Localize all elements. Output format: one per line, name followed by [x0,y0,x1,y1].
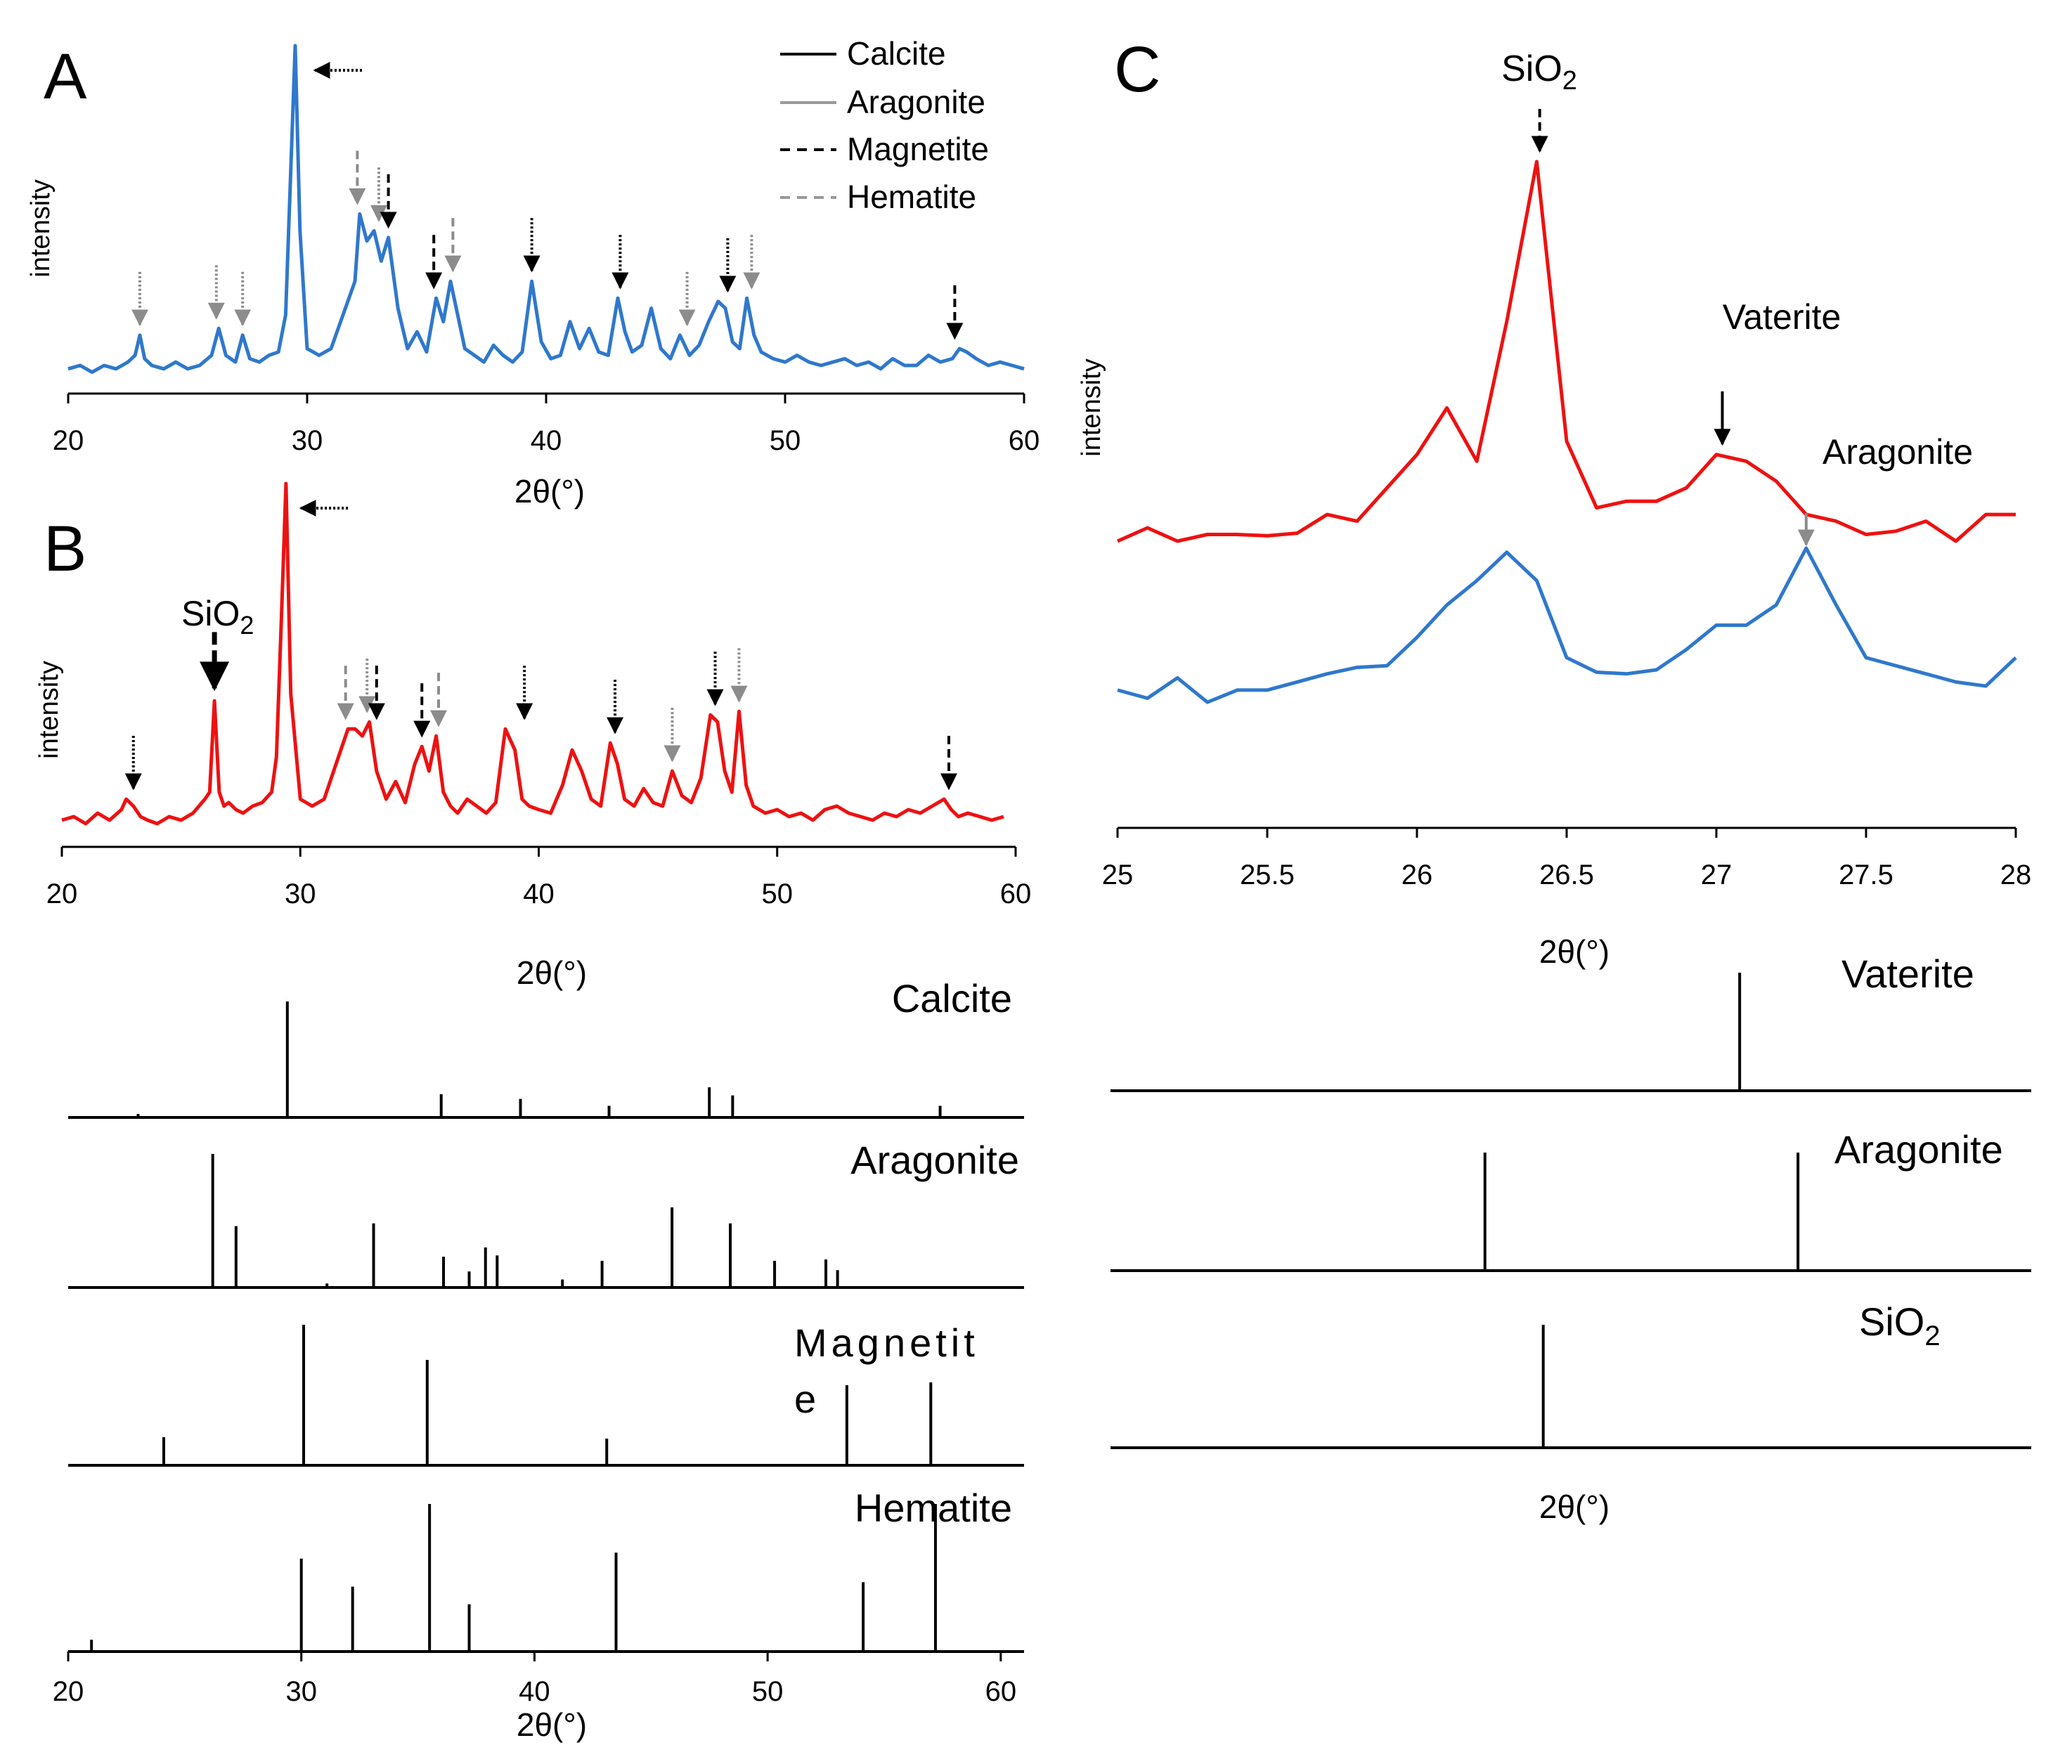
ref-aragonite-chart: Aragonite [68,1138,1024,1289]
panel-b-x-tick-label: 50 [762,878,794,909]
ref-magnetite-title-line2: e [794,1377,816,1421]
ref-aragonite-c-title: Aragonite [1834,1127,2003,1172]
legend-entry-hematite: Hematite [780,179,976,215]
panel-c-annot-aragonite: Aragonite [1822,432,1973,472]
ref-sio2-c-chart: SiO2 2θ(°) [1111,1299,2031,1525]
ref-hematite-chart: 20 30 40 50 60 Hematite 2θ(°) [53,1486,1024,1743]
legend-entry-magnetite: Magnetite [780,131,989,167]
panel-a-x-tick-label: 60 [1009,425,1040,456]
ref-sio2-c-title-sub: 2 [1924,1321,1940,1351]
panel-c-annot-sio2-sub: 2 [1562,66,1577,96]
panel-c-x-tick-label: 26 [1401,860,1433,890]
panel-c-label: C [1114,34,1160,105]
panel-b-sio2-label: SiO2 [181,594,254,640]
panel-a-x-tick-label: 20 [53,425,84,456]
panel-a-x-tick-label: 30 [292,425,323,456]
panel-c-ylabel-group: intensity [1077,358,1106,456]
ref-hematite-x-tick-label: 40 [519,1676,550,1707]
panel-c-chart: C intensity 25 25.5 26 26.5 27 27.5 28 SiO2 Va… [1077,34,2031,970]
panel-b-label: B [44,513,86,585]
panel-c-plot-area: 25 25.5 26 26.5 27 27.5 28 [1102,109,2032,890]
panel-b-x-tick-label: 60 [1000,878,1032,909]
ref-sio2-c-plot-area [1111,1325,2031,1449]
panel-b-sio2-label-sub: 2 [240,611,254,640]
ref-vaterite-c-chart: Vaterite [1111,952,2031,1092]
ref-hematite-title: Hematite [855,1486,1012,1530]
legend: Calcite Aragonite Magnetite Hematite [780,35,989,215]
panel-b-ylabel: intensity [34,661,64,758]
panel-b-chart: B intensity 20 30 40 50 60 SiO2 2θ(°) [34,481,1032,991]
ref-hematite-x-tick-label: 20 [53,1676,84,1707]
panel-b-x-tick-label: 20 [46,878,78,909]
panel-c-annot-sio2: SiO2 [1501,48,1577,96]
ref-vaterite-c-title: Vaterite [1841,952,1974,996]
ref-calcite-plot-area [68,1001,1024,1119]
panel-c-annot-sio2-main: SiO [1501,48,1562,89]
panel-c-xlabel: 2θ(°) [1539,933,1610,970]
panel-c-x-tick-label: 27 [1701,860,1733,890]
panel-c-ylabel: intensity [1077,358,1106,456]
legend-label-hematite: Hematite [847,179,976,215]
ref-aragonite-title: Aragonite [850,1138,1019,1182]
ref-magnetite-plot-area [68,1325,1024,1467]
ref-calcite-chart: Calcite [68,976,1024,1119]
ref-hematite-x-tick-label: 60 [985,1676,1017,1707]
legend-label-magnetite: Magnetite [847,131,989,167]
ref-hematite-x-tick-label: 50 [752,1676,784,1707]
panel-c-series-b [1116,160,2016,543]
legend-label-calcite: Calcite [847,35,946,72]
ref-hematite-x-tick-label: 30 [285,1676,317,1707]
ref-hematite-xlabel: 2θ(°) [517,1706,587,1743]
panel-a-xlabel: 2θ(°) [514,473,585,510]
ref-magnetite-title-line1: Magnetit [794,1321,979,1365]
panel-a-chart: A intensity 20 30 40 50 60 2θ(°) [26,41,1040,510]
panel-b-xlabel: 2θ(°) [517,954,587,991]
panel-a-series-line [67,44,1025,375]
panel-b-series-line [61,481,1004,826]
panel-c-x-tick-label: 28 [2000,860,2032,890]
panel-c-series-a [1117,546,2017,704]
ref-sio2-c-xlabel: 2θ(°) [1539,1489,1610,1525]
ref-vaterite-c-plot-area [1111,973,2031,1092]
panel-a-ylabel: intensity [26,179,56,277]
ref-sio2-c-title-main: SiO [1859,1299,1924,1344]
panel-b-x-tick-label: 30 [285,878,316,909]
ref-aragonite-c-plot-area [1111,1153,2031,1272]
ref-calcite-title: Calcite [892,976,1012,1020]
panel-c-x-tick-label: 25.5 [1240,860,1295,890]
legend-entry-calcite: Calcite [780,35,946,72]
panel-a-x-tick-label: 40 [531,425,562,456]
ref-aragonite-c-chart: Aragonite [1111,1127,2031,1272]
panel-a-label: A [44,41,87,112]
panel-a-x-tick-label: 50 [770,425,801,456]
panel-b-sio2-label-main: SiO [181,594,240,633]
panel-b-ylabel-group: intensity [34,661,64,758]
panel-c-x-tick-label: 27.5 [1839,860,1893,890]
panel-b-plot-area: 20 30 40 50 60 [46,481,1032,909]
ref-aragonite-plot-area [68,1154,1024,1289]
panel-c-x-tick-label: 26.5 [1539,860,1594,890]
panel-c-x-tick-label: 25 [1102,860,1134,890]
panel-b-x-tick-label: 40 [523,878,555,909]
ref-sio2-c-title: SiO2 [1859,1299,1941,1351]
panel-a-ylabel-group: intensity [26,179,56,277]
panel-c-annot-vaterite: Vaterite [1723,297,1841,337]
ref-hematite-plot-area: 20 30 40 50 60 [53,1504,1024,1707]
ref-magnetite-chart: Magnetit e [68,1321,1024,1467]
legend-label-aragonite: Aragonite [847,84,985,120]
legend-entry-aragonite: Aragonite [780,84,985,120]
panel-a-plot-area: 20 30 40 50 60 [53,44,1040,456]
